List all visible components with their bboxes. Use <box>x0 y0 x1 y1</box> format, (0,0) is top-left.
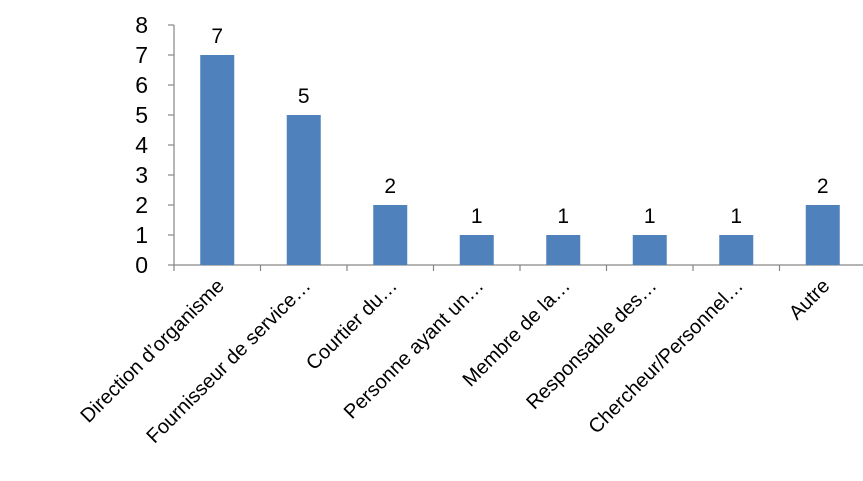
bar <box>546 235 581 265</box>
y-tick-label: 2 <box>135 192 148 218</box>
category-label: Direction d’organisme <box>76 275 228 427</box>
data-label: 1 <box>644 205 656 228</box>
data-label: 7 <box>211 25 223 48</box>
bar <box>459 235 494 265</box>
bar <box>632 235 667 265</box>
y-tick-label: 3 <box>135 162 148 188</box>
bar <box>286 115 321 265</box>
bar-series <box>200 55 840 265</box>
data-labels: 7 5 2 1 1 1 1 2 <box>211 25 828 228</box>
data-label: 1 <box>471 205 483 228</box>
y-tick-label: 0 <box>135 252 148 278</box>
y-tick-label: 6 <box>135 72 148 98</box>
category-label: Personne ayant un… <box>340 275 488 423</box>
data-label: 2 <box>817 175 829 198</box>
data-label: 5 <box>298 85 310 108</box>
y-tick-label: 4 <box>135 132 148 158</box>
bar <box>373 205 408 265</box>
y-axis: 0 1 2 3 4 5 6 7 8 <box>135 12 175 278</box>
bar <box>805 205 840 265</box>
category-label: Autre <box>785 275 834 324</box>
bar <box>719 235 754 265</box>
y-tick-label: 1 <box>135 222 148 248</box>
data-label: 1 <box>557 205 569 228</box>
data-label: 2 <box>384 175 396 198</box>
y-tick-label: 5 <box>135 102 148 128</box>
category-label: Fournisseur de service… <box>143 275 316 448</box>
x-axis <box>173 264 863 271</box>
bar <box>200 55 235 265</box>
category-label: Chercheur/Personnel… <box>584 275 747 438</box>
y-tick-label: 7 <box>135 42 148 68</box>
y-tick-label: 8 <box>135 12 148 38</box>
data-label: 1 <box>730 205 742 228</box>
